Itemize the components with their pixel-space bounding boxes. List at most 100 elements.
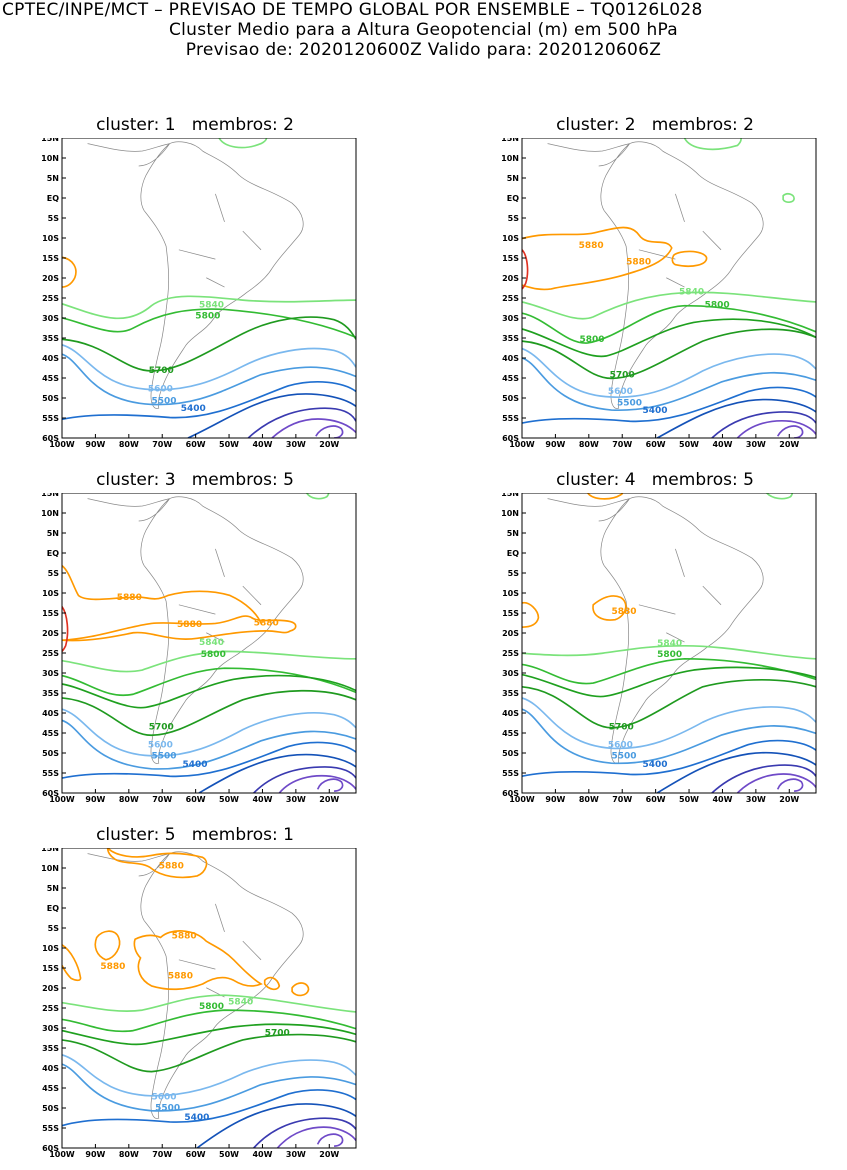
contour-5600	[62, 1054, 357, 1097]
lon-tick-label: 60W	[186, 1150, 206, 1159]
lat-tick-label: 35S	[42, 1044, 59, 1053]
contour-5200	[247, 407, 357, 438]
lat-tick-label: 5N	[507, 529, 519, 538]
label-5880b: 5880	[626, 258, 651, 268]
lat-tick-label: 55S	[42, 1124, 59, 1133]
contour-5500	[62, 719, 357, 770]
contour-5500	[62, 1063, 357, 1112]
label-5700: 5700	[610, 370, 635, 380]
contour-5880-south	[62, 615, 297, 642]
lon-tick-label: 60W	[186, 795, 206, 804]
panel-cluster-5: cluster: 5 membros: 1 5880 5880 5880 5880 58…	[30, 825, 360, 1170]
plot-border	[61, 848, 357, 1149]
lat-tick-label: 35S	[502, 689, 519, 698]
lon-tick-label: 90W	[85, 1150, 105, 1159]
lat-tick-label: 50S	[42, 1104, 59, 1113]
contour-5300	[198, 753, 357, 793]
panel-title: cluster: 1 membros: 2	[96, 115, 294, 135]
lat-tick-label: 20S	[502, 274, 519, 283]
panel-title: cluster: 2 membros: 2	[556, 115, 754, 135]
lon-tick-label: 100W	[49, 1150, 75, 1159]
contour-5800	[62, 667, 357, 697]
lat-tick-label: 15S	[502, 609, 519, 618]
lat-tick-label: 15N	[501, 138, 519, 143]
lat-tick-label: 40S	[42, 709, 59, 718]
label-5880b: 5880	[100, 962, 125, 972]
contour-5880-west	[62, 944, 82, 982]
lat-tick-label: 10N	[501, 154, 519, 163]
contour-5300	[656, 398, 817, 438]
lon-tick-label: 60W	[186, 440, 206, 449]
contour-5840	[62, 295, 357, 320]
lon-tick-label: 30W	[286, 440, 306, 449]
label-5600: 5600	[608, 387, 633, 397]
lat-tick-label: EQ	[47, 194, 59, 203]
lat-tick-label: 45S	[42, 1084, 59, 1093]
lat-tick-label: 5S	[508, 214, 520, 223]
contour-5880-east	[671, 250, 708, 268]
lat-tick-label: EQ	[47, 904, 59, 913]
label-5500: 5500	[611, 752, 636, 762]
lat-tick-label: 50S	[42, 749, 59, 758]
lat-tick-label: 15S	[502, 254, 519, 263]
label-5840: 5840	[199, 638, 224, 648]
contour-5200	[711, 764, 817, 793]
label-5500: 5500	[151, 752, 176, 762]
lat-tick-label: 15N	[41, 138, 59, 143]
lat-tick-label: 20S	[42, 629, 59, 638]
lat-tick-label: 20S	[42, 274, 59, 283]
header-dates: Previsao de: 2020120600Z Valido para: 20…	[185, 40, 662, 60]
label-5840: 5840	[228, 998, 253, 1008]
map-plot: 58805880584058005800570056005500540015N1…	[501, 138, 817, 449]
header-subtitle: Cluster Medio para a Altura Geopotencial…	[168, 20, 679, 40]
contour-5880-east-a	[263, 976, 281, 991]
lat-tick-label: 40S	[502, 354, 519, 363]
panel-title: cluster: 5 membros: 1	[96, 825, 294, 845]
label-5800b: 5800	[580, 335, 605, 345]
lat-tick-label: 55S	[42, 414, 59, 423]
lon-tick-label: 40W	[252, 440, 272, 449]
contour-5700	[62, 689, 357, 737]
contour-5200	[711, 411, 817, 438]
lat-tick-label: 55S	[502, 414, 519, 423]
label-5400: 5400	[183, 760, 208, 770]
lat-tick-label: 55S	[502, 769, 519, 778]
contour-5400	[522, 386, 817, 424]
lon-tick-label: 90W	[85, 795, 105, 804]
label-5400: 5400	[643, 406, 668, 416]
lat-tick-label: 50S	[42, 394, 59, 403]
map-frame: 15N10N5NEQ5S10S15S20S25S30S35S40S45S50S5…	[501, 493, 817, 804]
lon-tick-label: 50W	[679, 795, 699, 804]
lon-tick-label: 40W	[252, 795, 272, 804]
lon-tick-label: 30W	[746, 440, 766, 449]
contour-5400	[62, 381, 357, 421]
contour-5750	[62, 1023, 357, 1046]
contour-5600	[62, 344, 357, 391]
lat-tick-label: EQ	[47, 549, 59, 558]
label-5880a: 5880	[579, 241, 604, 251]
header-title: CPTEC/INPE/MCT – PREVISAO DE TEMPO GLOBA…	[2, 0, 703, 20]
label-5700: 5700	[609, 723, 634, 733]
lat-tick-label: 60S	[42, 789, 59, 798]
lat-tick-label: 25S	[502, 649, 519, 658]
lon-tick-label: 90W	[545, 440, 565, 449]
lat-tick-label: 10S	[42, 589, 59, 598]
label-5800: 5800	[199, 1002, 224, 1012]
lat-tick-label: 5N	[47, 174, 59, 183]
figure-header: CPTEC/INPE/MCT – PREVISAO DE TEMPO GLOBA…	[0, 0, 847, 60]
contour-5100	[276, 1126, 357, 1148]
label-5700: 5700	[149, 723, 174, 733]
lon-tick-label: 40W	[712, 795, 732, 804]
lat-tick-label: 35S	[42, 689, 59, 698]
lat-tick-label: 30S	[502, 669, 519, 678]
contour-5750	[522, 666, 817, 698]
label-5600: 5600	[148, 384, 173, 394]
contour-5840	[62, 650, 357, 673]
contour-5840-north	[218, 138, 268, 149]
contour-5800	[522, 304, 817, 344]
lat-tick-label: 15N	[501, 493, 519, 498]
lat-tick-label: EQ	[507, 549, 519, 558]
